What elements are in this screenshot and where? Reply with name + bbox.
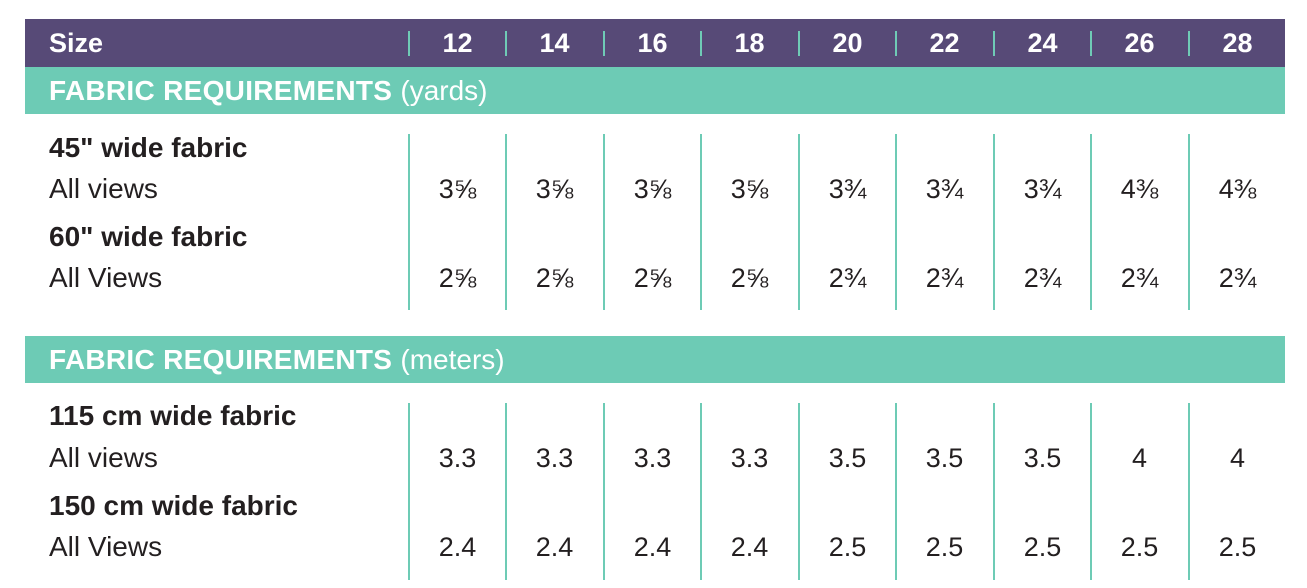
value-cell: 3.3 — [438, 443, 477, 473]
header-separator — [1188, 31, 1190, 56]
size-22: 22 — [929, 28, 960, 58]
value-cell: 4⅜ — [1218, 174, 1257, 204]
column-divider — [603, 134, 605, 310]
value-cell: 3.3 — [633, 443, 672, 473]
size-14: 14 — [539, 28, 570, 58]
row-label-45-inch: 45" wide fabric — [49, 132, 248, 163]
size-20: 20 — [832, 28, 863, 58]
value-cell: 2⅝ — [730, 263, 769, 293]
section-meters-band: FABRIC REQUIREMENTS (meters) — [25, 336, 1285, 383]
column-divider — [505, 134, 507, 310]
column-divider — [700, 134, 702, 310]
column-divider — [798, 403, 800, 580]
header-separator — [505, 31, 507, 56]
column-divider — [798, 134, 800, 310]
size-12: 12 — [442, 28, 473, 58]
section-title-text: FABRIC REQUIREMENTS — [49, 75, 393, 106]
size-16: 16 — [637, 28, 668, 58]
value-cell: 3⅝ — [730, 174, 769, 204]
value-cell: 2.4 — [535, 532, 574, 562]
value-cell: 3.3 — [535, 443, 574, 473]
column-divider — [993, 134, 995, 310]
size-label: Size — [49, 28, 104, 58]
row-label-115-cm: 115 cm wide fabric — [49, 400, 297, 431]
row-sublabel-all-views: All views — [49, 442, 158, 473]
section-yards-band: FABRIC REQUIREMENTS (yards) — [25, 67, 1285, 114]
value-cell: 2.4 — [633, 532, 672, 562]
value-cell: 3⅝ — [535, 174, 574, 204]
value-cell: 3.5 — [828, 443, 867, 473]
column-divider — [1188, 134, 1190, 310]
row-label-60-inch: 60" wide fabric — [49, 221, 248, 252]
section-unit: (yards) — [400, 75, 488, 106]
size-header: Size 12 14 16 18 20 22 24 26 28 — [25, 19, 1285, 67]
value-cell: 2.4 — [438, 532, 477, 562]
value-cell: 2¾ — [1120, 263, 1159, 293]
value-cell: 4 — [1229, 443, 1246, 473]
value-cell: 2⅝ — [633, 263, 672, 293]
value-cell: 2.5 — [1023, 532, 1062, 562]
column-divider — [700, 403, 702, 580]
value-cell: 3⅝ — [438, 174, 477, 204]
column-divider — [505, 403, 507, 580]
value-cell: 2⅝ — [438, 263, 477, 293]
header-separator — [895, 31, 897, 56]
section-title: FABRIC REQUIREMENTS (meters) — [49, 344, 505, 376]
value-cell: 4 — [1131, 443, 1148, 473]
value-cell: 2⅝ — [535, 263, 574, 293]
column-divider — [1090, 403, 1092, 580]
value-cell: 3¾ — [925, 174, 964, 204]
column-divider — [1090, 134, 1092, 310]
value-cell: 3¾ — [1023, 174, 1062, 204]
column-divider — [603, 403, 605, 580]
value-cell: 2¾ — [1218, 263, 1257, 293]
section-title-text: FABRIC REQUIREMENTS — [49, 344, 393, 375]
section-unit: (meters) — [400, 344, 505, 375]
header-separator — [700, 31, 702, 56]
value-cell: 2¾ — [925, 263, 964, 293]
header-separator — [1090, 31, 1092, 56]
value-cell: 2¾ — [828, 263, 867, 293]
value-cell: 2.5 — [925, 532, 964, 562]
header-separator — [408, 31, 410, 56]
size-28: 28 — [1222, 28, 1253, 58]
column-divider — [408, 134, 410, 310]
value-cell: 4⅜ — [1120, 174, 1159, 204]
value-cell: 2¾ — [1023, 263, 1062, 293]
value-cell: 2.5 — [1120, 532, 1159, 562]
column-divider — [408, 403, 410, 580]
value-cell: 2.5 — [828, 532, 867, 562]
section-title: FABRIC REQUIREMENTS (yards) — [49, 75, 488, 107]
row-label-150-cm: 150 cm wide fabric — [49, 490, 299, 521]
column-divider — [993, 403, 995, 580]
value-cell: 3⅝ — [633, 174, 672, 204]
column-divider — [895, 403, 897, 580]
value-cell: 3¾ — [828, 174, 867, 204]
size-26: 26 — [1124, 28, 1155, 58]
value-cell: 2.5 — [1218, 532, 1257, 562]
column-divider — [895, 134, 897, 310]
size-24: 24 — [1027, 28, 1058, 58]
value-cell: 3.5 — [925, 443, 964, 473]
value-cell: 3.5 — [1023, 443, 1062, 473]
row-sublabel-all-views: All views — [49, 173, 158, 204]
row-sublabel-all-views: All Views — [49, 531, 163, 562]
row-sublabel-all-views: All Views — [49, 262, 163, 293]
size-18: 18 — [734, 28, 765, 58]
value-cell: 2.4 — [730, 532, 769, 562]
column-divider — [1188, 403, 1190, 580]
header-separator — [603, 31, 605, 56]
header-separator — [993, 31, 995, 56]
value-cell: 3.3 — [730, 443, 769, 473]
header-separator — [798, 31, 800, 56]
